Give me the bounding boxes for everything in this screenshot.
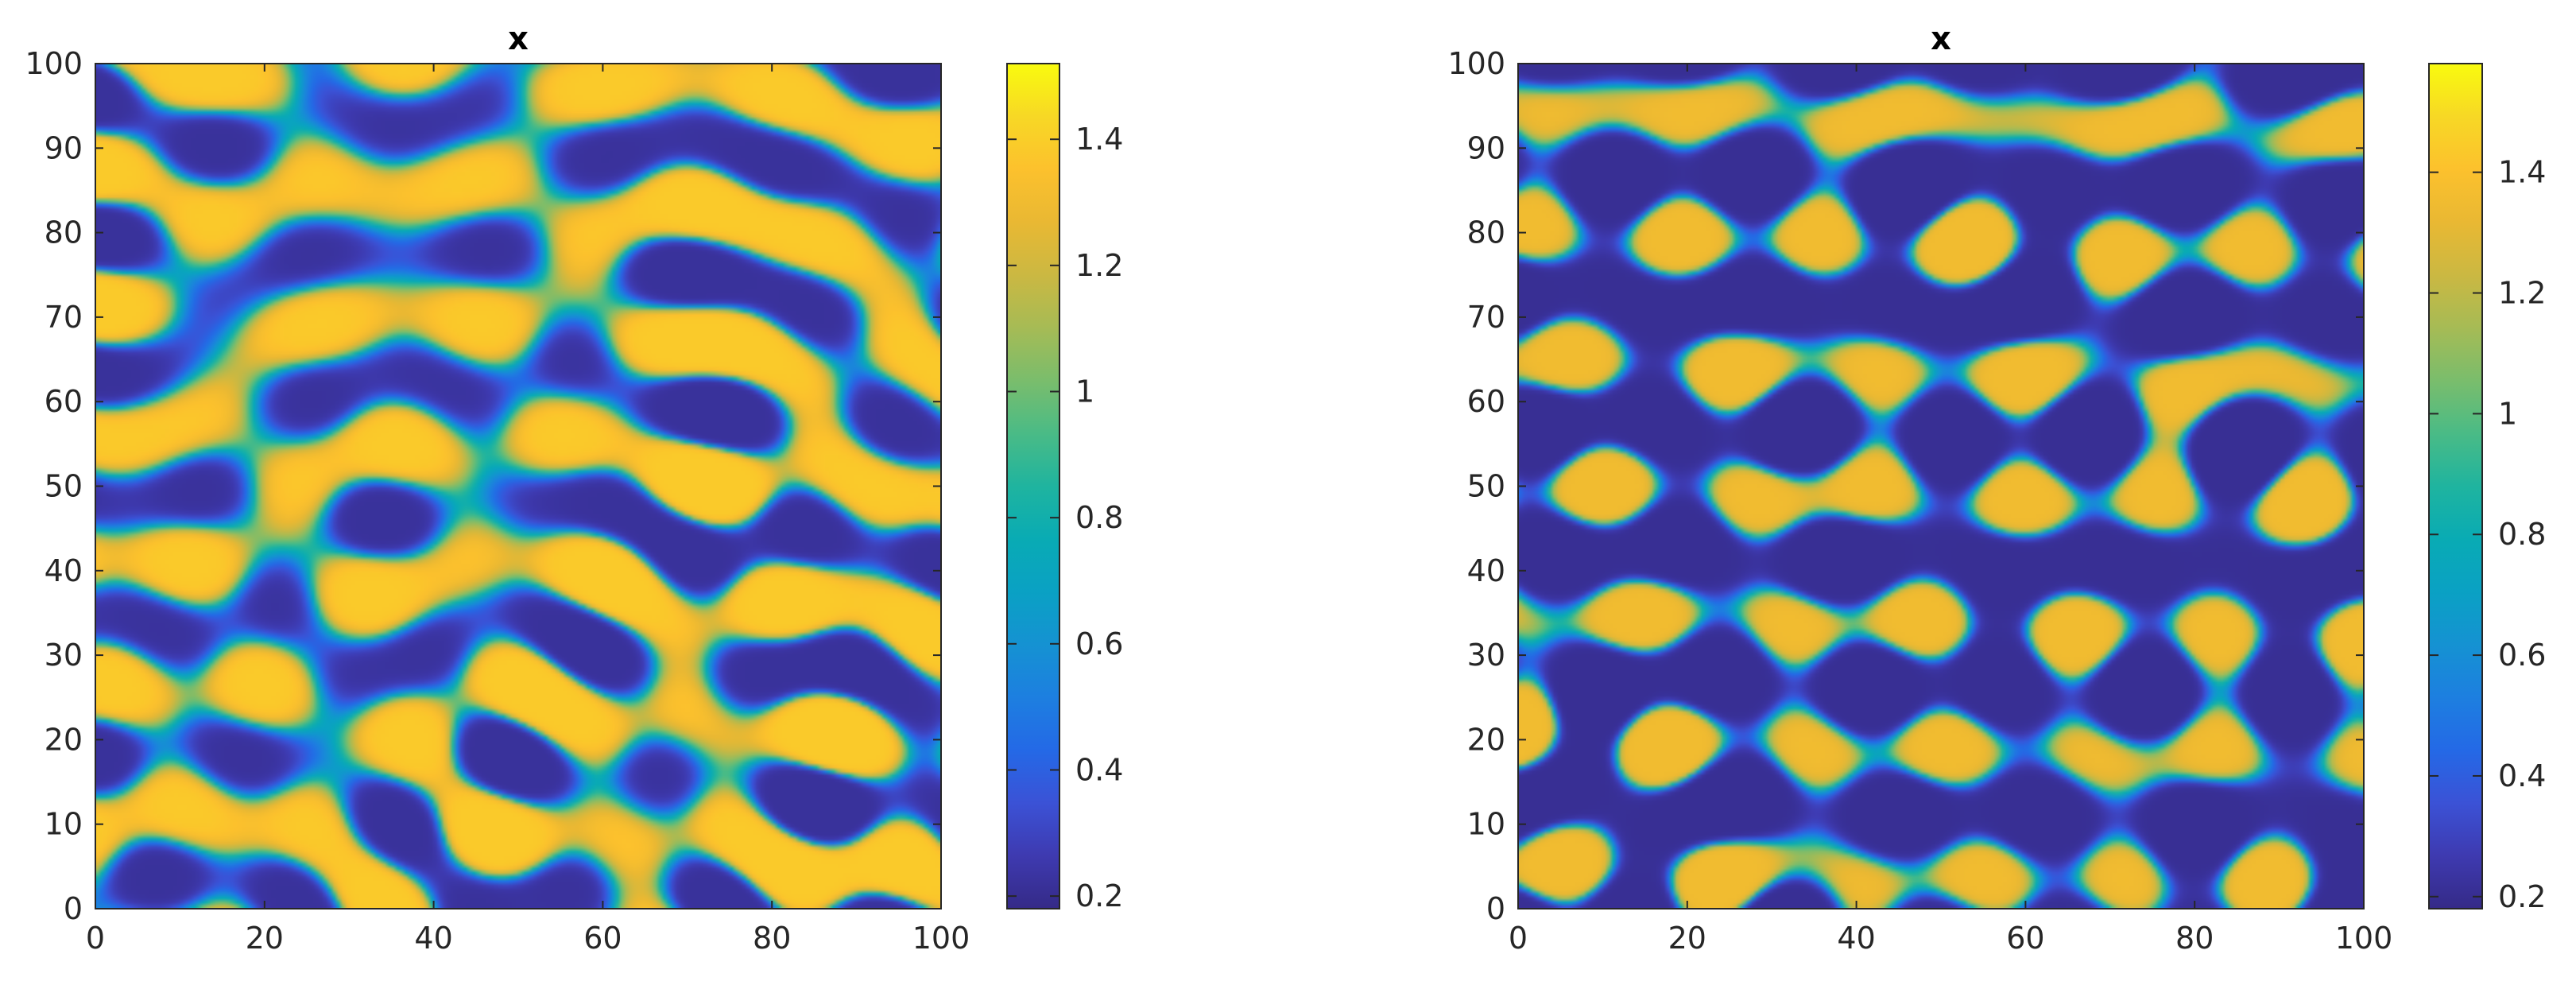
- colorbar-tick-label: 0.8: [1075, 500, 1123, 535]
- y-tick-label: 50: [45, 469, 83, 504]
- x-tick-label: 100: [912, 921, 970, 956]
- colorbar-tick-label: 1.2: [1075, 248, 1123, 283]
- colorbar-gradient: [2428, 63, 2483, 909]
- colorbar-tick-label: 1.4: [2498, 155, 2546, 190]
- y-tick-label: 30: [45, 638, 83, 673]
- colorbar-tick-label: 1: [2498, 396, 2517, 431]
- x-tick-label: 40: [1837, 921, 1875, 956]
- x-tick-label: 20: [246, 921, 284, 956]
- heatmap-image: [1518, 64, 2364, 909]
- x-tick-label: 20: [1668, 921, 1706, 956]
- x-tick-label: 0: [1509, 921, 1528, 956]
- x-tick-label: 40: [414, 921, 452, 956]
- x-tick-label: 60: [583, 921, 622, 956]
- y-tick-label: 90: [1467, 130, 1505, 165]
- y-tick-label: 80: [1467, 215, 1505, 250]
- x-tick-label: 100: [2335, 921, 2393, 956]
- y-tick-label: 80: [45, 215, 83, 250]
- colorbar-tick-label: 0.6: [2498, 638, 2546, 673]
- y-tick-label: 10: [1467, 807, 1505, 842]
- colorbar-tick-label: 0.8: [2498, 517, 2546, 552]
- y-tick-label: 60: [1467, 384, 1505, 419]
- y-tick-label: 30: [1467, 638, 1505, 673]
- colorbar-tick-label: 1.2: [2498, 276, 2546, 311]
- chart-title: x: [1931, 21, 1951, 57]
- y-tick-label: 90: [45, 130, 83, 165]
- colorbar-tick-label: 0.4: [2498, 758, 2546, 793]
- colorbar-tick-label: 0.6: [1075, 626, 1123, 661]
- x-tick-label: 80: [753, 921, 791, 956]
- colorbar-tick-label: 0.2: [2498, 879, 2546, 914]
- colorbar-gradient: [1006, 63, 1060, 909]
- colorbar-tick-label: 0.2: [1075, 878, 1123, 913]
- y-tick-label: 10: [45, 807, 83, 842]
- y-tick-label: 40: [1467, 553, 1505, 588]
- x-tick-label: 0: [86, 921, 105, 956]
- colorbar-tick-label: 1.4: [1075, 122, 1123, 157]
- y-tick-label: 70: [45, 300, 83, 335]
- colorbar-tick-label: 0.4: [1075, 752, 1123, 787]
- chart-left: x0 20 40 60 80 10001020304050607080901000.20.…: [25, 21, 1123, 956]
- chart-right: x0 20 40 60 80 10001020304050607080901000.20.…: [1447, 21, 2546, 956]
- y-tick-label: 50: [1467, 469, 1505, 504]
- colorbar: 0.2 0.4 0.6 0.8 1 1.2 1.4: [2428, 63, 2546, 914]
- y-tick-label: 20: [45, 722, 83, 757]
- y-tick-label: 100: [1447, 46, 1505, 81]
- y-tick-label: 70: [1467, 300, 1505, 335]
- y-tick-label: 0: [64, 891, 83, 926]
- colorbar-tick-label: 1: [1075, 374, 1094, 409]
- chart-title: x: [508, 21, 529, 57]
- x-tick-label: 80: [2175, 921, 2214, 956]
- y-tick-label: 60: [45, 384, 83, 419]
- colorbar: 0.2 0.4 0.6 0.8 1 1.2 1.4: [1006, 63, 1123, 913]
- x-tick-label: 60: [2006, 921, 2044, 956]
- y-tick-label: 100: [25, 46, 83, 81]
- y-tick-label: 40: [45, 553, 83, 588]
- y-tick-label: 20: [1467, 722, 1505, 757]
- heatmap-image: [95, 64, 941, 909]
- y-tick-label: 0: [1486, 891, 1505, 926]
